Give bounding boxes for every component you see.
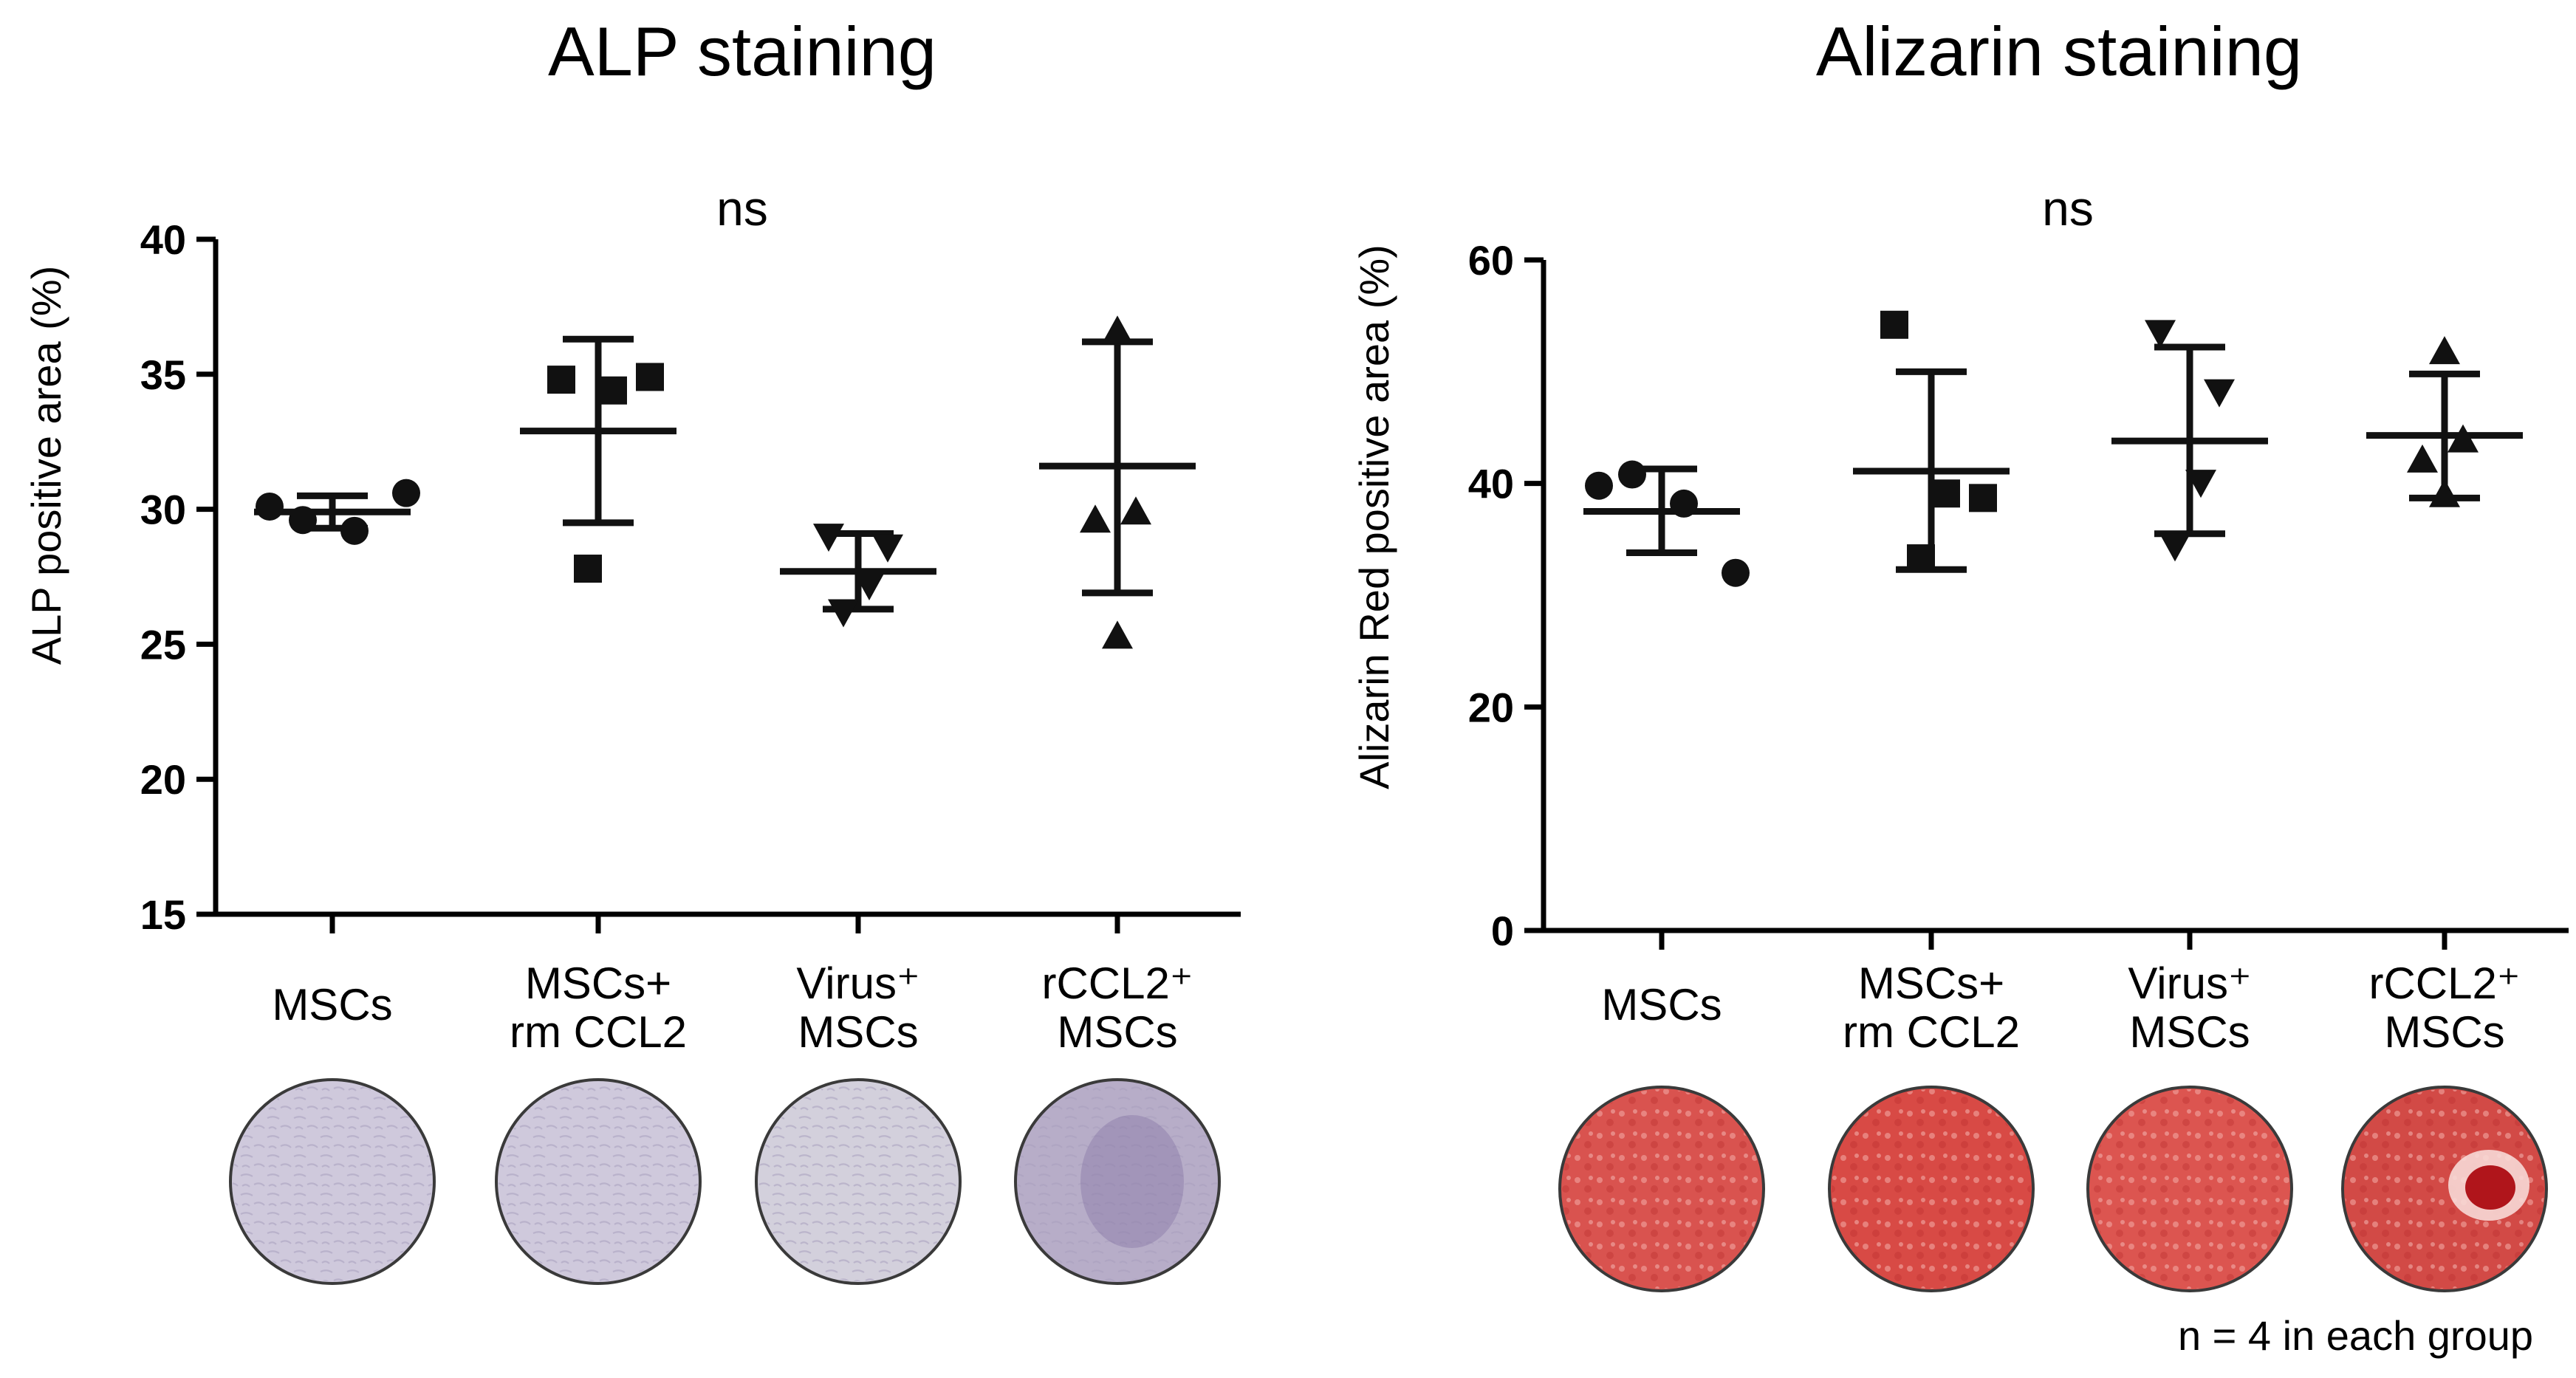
alp-panel: ALP staining ns ALP positive area (%) 40… bbox=[23, 13, 1241, 1285]
alp-y-ticks: 40 35 30 25 20 15 bbox=[140, 216, 1120, 938]
alp-category-4-label: rCCL2⁺ bbox=[1041, 959, 1193, 1008]
alp-category-4-label-line2: MSCs bbox=[1057, 1007, 1177, 1057]
alizarin-data-point bbox=[1722, 558, 1750, 587]
alp-data-point bbox=[1120, 496, 1151, 525]
alp-y-tick-label: 25 bbox=[140, 621, 186, 668]
alp-data-marks bbox=[254, 315, 1196, 649]
alizarin-data-point bbox=[2145, 320, 2176, 349]
alizarin-stained-wells bbox=[1558, 1086, 2548, 1292]
alizarin-data-point bbox=[2185, 470, 2216, 498]
alizarin-category-1-label: MSCs bbox=[1601, 980, 1722, 1029]
alp-category-1-label: MSCs bbox=[272, 980, 392, 1029]
alp-data-point bbox=[1080, 504, 1111, 533]
alp-data-point bbox=[828, 599, 859, 628]
alizarin-well-texture bbox=[2345, 1089, 2544, 1289]
alizarin-well-texture bbox=[1832, 1089, 2031, 1289]
alizarin-data-point bbox=[2429, 336, 2460, 365]
alp-well-texture bbox=[758, 1082, 958, 1281]
alp-category-2-label: MSCs+ bbox=[525, 959, 671, 1008]
alp-data-point bbox=[392, 479, 420, 507]
alizarin-data-point bbox=[1907, 544, 1935, 573]
alp-data-point bbox=[547, 366, 575, 394]
alizarin-data-point bbox=[1880, 310, 1908, 339]
alizarin-data-point bbox=[2447, 424, 2479, 453]
alizarin-category-4-label: rCCL2⁺ bbox=[2368, 959, 2520, 1008]
alp-category-3-label-line2: MSCs bbox=[798, 1007, 918, 1057]
alizarin-y-tick-label: 40 bbox=[1468, 461, 1514, 507]
alp-data-point bbox=[574, 555, 602, 583]
alp-data-point bbox=[636, 363, 664, 391]
alizarin-data-point bbox=[1932, 479, 1960, 508]
alp-well-texture bbox=[233, 1082, 432, 1281]
alizarin-data-point bbox=[1618, 460, 1646, 489]
alp-data-point bbox=[340, 516, 369, 545]
alp-category-3-label: Virus⁺ bbox=[796, 959, 919, 1008]
alizarin-data-point bbox=[2407, 444, 2438, 473]
alizarin-data-marks bbox=[1583, 310, 2523, 587]
alizarin-data-point bbox=[1670, 489, 1698, 518]
alp-y-tick-label: 15 bbox=[140, 891, 186, 938]
alp-data-point bbox=[256, 492, 284, 521]
alizarin-data-point bbox=[2204, 379, 2235, 408]
alp-y-tick-label: 30 bbox=[140, 487, 186, 533]
alp-y-tick-label: 20 bbox=[140, 756, 186, 803]
alizarin-data-point bbox=[1969, 484, 1997, 513]
alp-y-tick-label: 40 bbox=[140, 216, 186, 263]
alp-data-point bbox=[872, 534, 903, 563]
alp-stained-wells bbox=[229, 1078, 1221, 1285]
alizarin-category-4-label-line2: MSCs bbox=[2384, 1007, 2504, 1057]
alp-data-point bbox=[1102, 620, 1133, 649]
alizarin-y-tick-label: 20 bbox=[1468, 684, 1514, 730]
alizarin-well-stain-region bbox=[2465, 1165, 2515, 1210]
alp-title: ALP staining bbox=[548, 13, 936, 90]
alizarin-category-2-label: MSCs+ bbox=[1858, 959, 2004, 1008]
alizarin-well-texture bbox=[1562, 1089, 1761, 1289]
alp-y-axis-label: ALP positive area (%) bbox=[23, 266, 69, 665]
alp-data-point bbox=[813, 524, 844, 552]
sample-size-note: n = 4 in each group bbox=[2178, 1312, 2533, 1359]
alp-y-tick-label: 35 bbox=[140, 352, 186, 398]
alp-data-point bbox=[289, 506, 317, 535]
alizarin-y-tick-label: 0 bbox=[1491, 908, 1514, 954]
alizarin-data-point bbox=[2159, 533, 2190, 562]
alp-well-texture bbox=[499, 1082, 698, 1281]
alp-data-point bbox=[599, 376, 627, 405]
alp-well-stain-region bbox=[1080, 1115, 1184, 1248]
alizarin-category-3-label: Virus⁺ bbox=[2128, 959, 2251, 1008]
alizarin-significance: ns bbox=[2042, 181, 2094, 236]
alizarin-data-point bbox=[1585, 471, 1613, 500]
alizarin-category-labels: MSCs MSCs+ rm CCL2 Virus⁺ MSCs rCCL2⁺ MS… bbox=[1601, 959, 2520, 1057]
alp-data-point bbox=[854, 572, 885, 600]
alizarin-panel: Alizarin staining ns Alizarin Red positi… bbox=[1351, 13, 2569, 1292]
alizarin-well-texture bbox=[2090, 1089, 2289, 1289]
alizarin-y-tick-label: 60 bbox=[1468, 237, 1514, 284]
alizarin-category-3-label-line2: MSCs bbox=[2129, 1007, 2250, 1057]
alp-category-labels: MSCs MSCs+ rm CCL2 Virus⁺ MSCs rCCL2⁺ MS… bbox=[272, 959, 1193, 1057]
alizarin-category-2-label-line2: rm CCL2 bbox=[1843, 1007, 2020, 1057]
alp-category-2-label-line2: rm CCL2 bbox=[510, 1007, 687, 1057]
alp-well-texture bbox=[1018, 1082, 1217, 1281]
alizarin-title: Alizarin staining bbox=[1816, 13, 2302, 90]
alp-data-point bbox=[1102, 315, 1133, 344]
alp-significance: ns bbox=[716, 181, 768, 236]
alizarin-y-ticks: 60 40 20 0 bbox=[1468, 237, 2447, 954]
alizarin-y-axis-label: Alizarin Red positive area (%) bbox=[1351, 244, 1397, 789]
alizarin-data-point bbox=[2429, 479, 2460, 507]
